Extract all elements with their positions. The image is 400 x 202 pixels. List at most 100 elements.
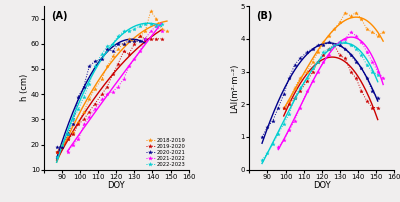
Point <box>326 40 332 44</box>
Point <box>369 89 376 93</box>
Point <box>148 37 154 40</box>
Point <box>142 37 148 40</box>
Point <box>99 57 105 61</box>
Point <box>291 119 298 122</box>
Point <box>270 142 276 145</box>
Point <box>80 123 87 126</box>
Point <box>380 76 386 80</box>
Point <box>92 108 98 111</box>
Point <box>320 60 327 63</box>
Point <box>280 93 287 96</box>
Point <box>342 37 348 40</box>
Point <box>131 57 138 61</box>
Point <box>364 99 370 103</box>
Point <box>86 115 92 118</box>
Point <box>326 47 332 50</box>
Point <box>99 98 105 101</box>
Point <box>320 50 327 54</box>
Point <box>64 138 71 141</box>
Point <box>342 57 348 60</box>
Point <box>320 40 327 44</box>
Point <box>364 63 370 67</box>
Point <box>137 50 143 53</box>
Point <box>110 72 116 76</box>
Point <box>70 133 76 136</box>
Point <box>310 67 316 70</box>
Point <box>374 73 381 76</box>
Point <box>275 106 282 109</box>
Point <box>59 143 65 146</box>
Point <box>142 37 148 40</box>
Point <box>110 50 116 53</box>
Point <box>291 86 298 89</box>
Point <box>369 70 376 73</box>
Point <box>304 80 310 83</box>
Point <box>369 31 376 34</box>
Point <box>286 99 292 103</box>
Point <box>104 47 110 50</box>
Point <box>54 150 60 154</box>
Y-axis label: h (cm): h (cm) <box>20 74 30 101</box>
Point <box>120 50 127 53</box>
Point <box>304 89 310 93</box>
Point <box>342 40 348 44</box>
Point <box>59 143 65 146</box>
Point <box>92 87 98 91</box>
Point <box>358 67 365 70</box>
Point <box>364 50 370 54</box>
Point <box>164 30 170 33</box>
Point <box>336 21 343 24</box>
Point <box>104 93 110 96</box>
Point <box>75 108 82 111</box>
Point <box>86 82 92 86</box>
Point <box>70 130 76 134</box>
Point <box>331 44 338 47</box>
Point <box>259 158 265 161</box>
Legend: 2018-2019, 2019-2020, 2020-2021, 2021-2022, 2022-2023: 2018-2019, 2019-2020, 2020-2021, 2021-20… <box>145 138 186 167</box>
Point <box>331 44 338 47</box>
Point <box>326 54 332 57</box>
Point <box>64 133 71 136</box>
Point <box>86 98 92 101</box>
Point <box>80 118 87 121</box>
Point <box>280 139 287 142</box>
Point <box>115 47 121 50</box>
Point <box>153 37 159 40</box>
Point <box>310 47 316 50</box>
Point <box>120 42 127 45</box>
Point <box>315 60 321 63</box>
Point <box>104 85 110 88</box>
Point <box>297 76 303 80</box>
Point <box>115 62 121 66</box>
Point <box>320 54 327 57</box>
Point <box>304 76 310 80</box>
Point <box>310 70 316 73</box>
Point <box>75 123 82 126</box>
Point <box>374 70 381 73</box>
Point <box>64 133 71 136</box>
X-axis label: DOY: DOY <box>313 181 330 190</box>
Point <box>348 14 354 18</box>
Point <box>342 11 348 14</box>
Point <box>158 27 165 30</box>
Point <box>331 44 338 47</box>
Point <box>137 35 143 38</box>
Point <box>158 22 165 25</box>
Point <box>315 60 321 63</box>
Point <box>131 27 138 30</box>
Point <box>331 27 338 31</box>
Point <box>75 95 82 98</box>
Point <box>326 47 332 50</box>
Point <box>358 18 365 21</box>
Point <box>358 89 365 93</box>
Point <box>59 145 65 149</box>
Point <box>264 152 271 155</box>
Point <box>92 60 98 63</box>
Point <box>120 42 127 45</box>
Point <box>142 37 148 40</box>
Point <box>286 113 292 116</box>
Point <box>286 129 292 132</box>
Point <box>304 70 310 73</box>
Point <box>126 37 132 40</box>
Point <box>304 50 310 54</box>
